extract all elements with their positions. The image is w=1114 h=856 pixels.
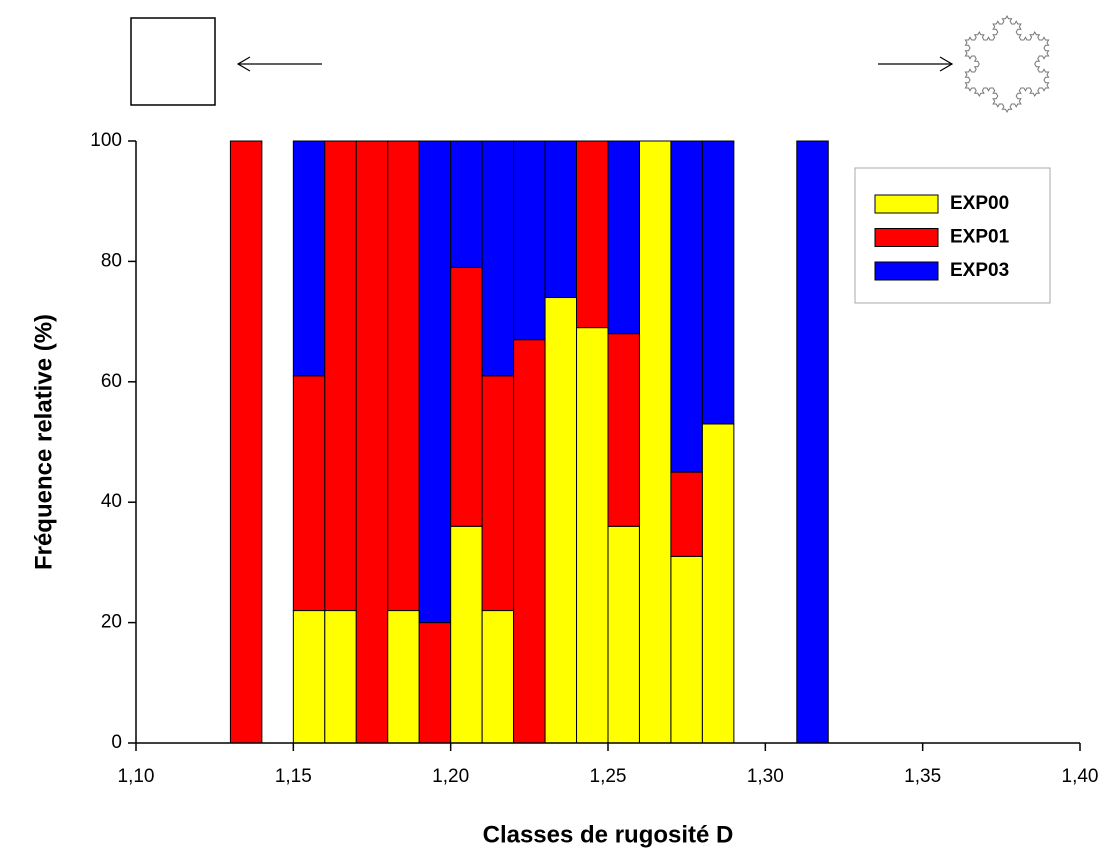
y-tick-label: 80 [101, 250, 122, 271]
bar [450, 140, 483, 268]
x-tick-label: 1,15 [275, 766, 312, 787]
x-tick-label: 1,35 [904, 766, 941, 787]
bar [638, 140, 672, 744]
bar [576, 140, 609, 329]
bar [229, 140, 263, 744]
bar [324, 140, 357, 612]
legend-swatch [874, 228, 939, 247]
bar [324, 610, 357, 744]
bar [292, 375, 326, 612]
bar [544, 297, 578, 744]
bar [481, 610, 515, 744]
bar [418, 622, 452, 744]
bar [701, 140, 735, 425]
y-axis-label: Fréquence relative (%) [30, 314, 57, 570]
bar [513, 140, 546, 341]
bar [481, 140, 515, 377]
legend-label: EXP01 [950, 227, 1010, 248]
bar [607, 525, 640, 744]
y-tick-label: 20 [101, 612, 122, 633]
bar [513, 339, 546, 744]
bar [607, 333, 640, 527]
x-tick-label: 1,25 [590, 766, 627, 787]
bar [544, 140, 578, 299]
bar [292, 140, 326, 377]
legend-swatch [874, 194, 939, 214]
bar [450, 525, 483, 744]
x-tick-label: 1,30 [747, 766, 784, 787]
bar [670, 140, 703, 473]
x-tick-label: 1,40 [1062, 766, 1099, 787]
bar [576, 327, 609, 744]
x-tick-label: 1,20 [432, 766, 469, 787]
bar [701, 423, 735, 744]
bar [387, 140, 420, 612]
legend-swatch [874, 261, 939, 281]
bar [607, 140, 640, 335]
y-tick-label: 100 [90, 130, 122, 151]
bar [796, 140, 829, 744]
bar [670, 555, 703, 744]
legend-label: EXP00 [950, 193, 1009, 214]
y-tick-label: 0 [111, 732, 122, 753]
x-axis-label: Classes de rugosité D [483, 821, 734, 848]
square-icon [130, 17, 216, 106]
y-tick-label: 40 [101, 491, 122, 512]
bar [670, 471, 703, 557]
bar [450, 266, 483, 527]
arrow-right-head [939, 56, 954, 72]
bar [292, 610, 326, 744]
bar [481, 375, 515, 612]
bar [355, 140, 389, 744]
bar [387, 610, 420, 744]
y-tick-label: 60 [101, 371, 122, 392]
arrow-left-head [236, 56, 251, 72]
legend-label: EXP03 [950, 260, 1009, 281]
bar [418, 140, 452, 624]
x-tick-label: 1,10 [118, 766, 155, 787]
snowflake-icon [964, 14, 1050, 114]
